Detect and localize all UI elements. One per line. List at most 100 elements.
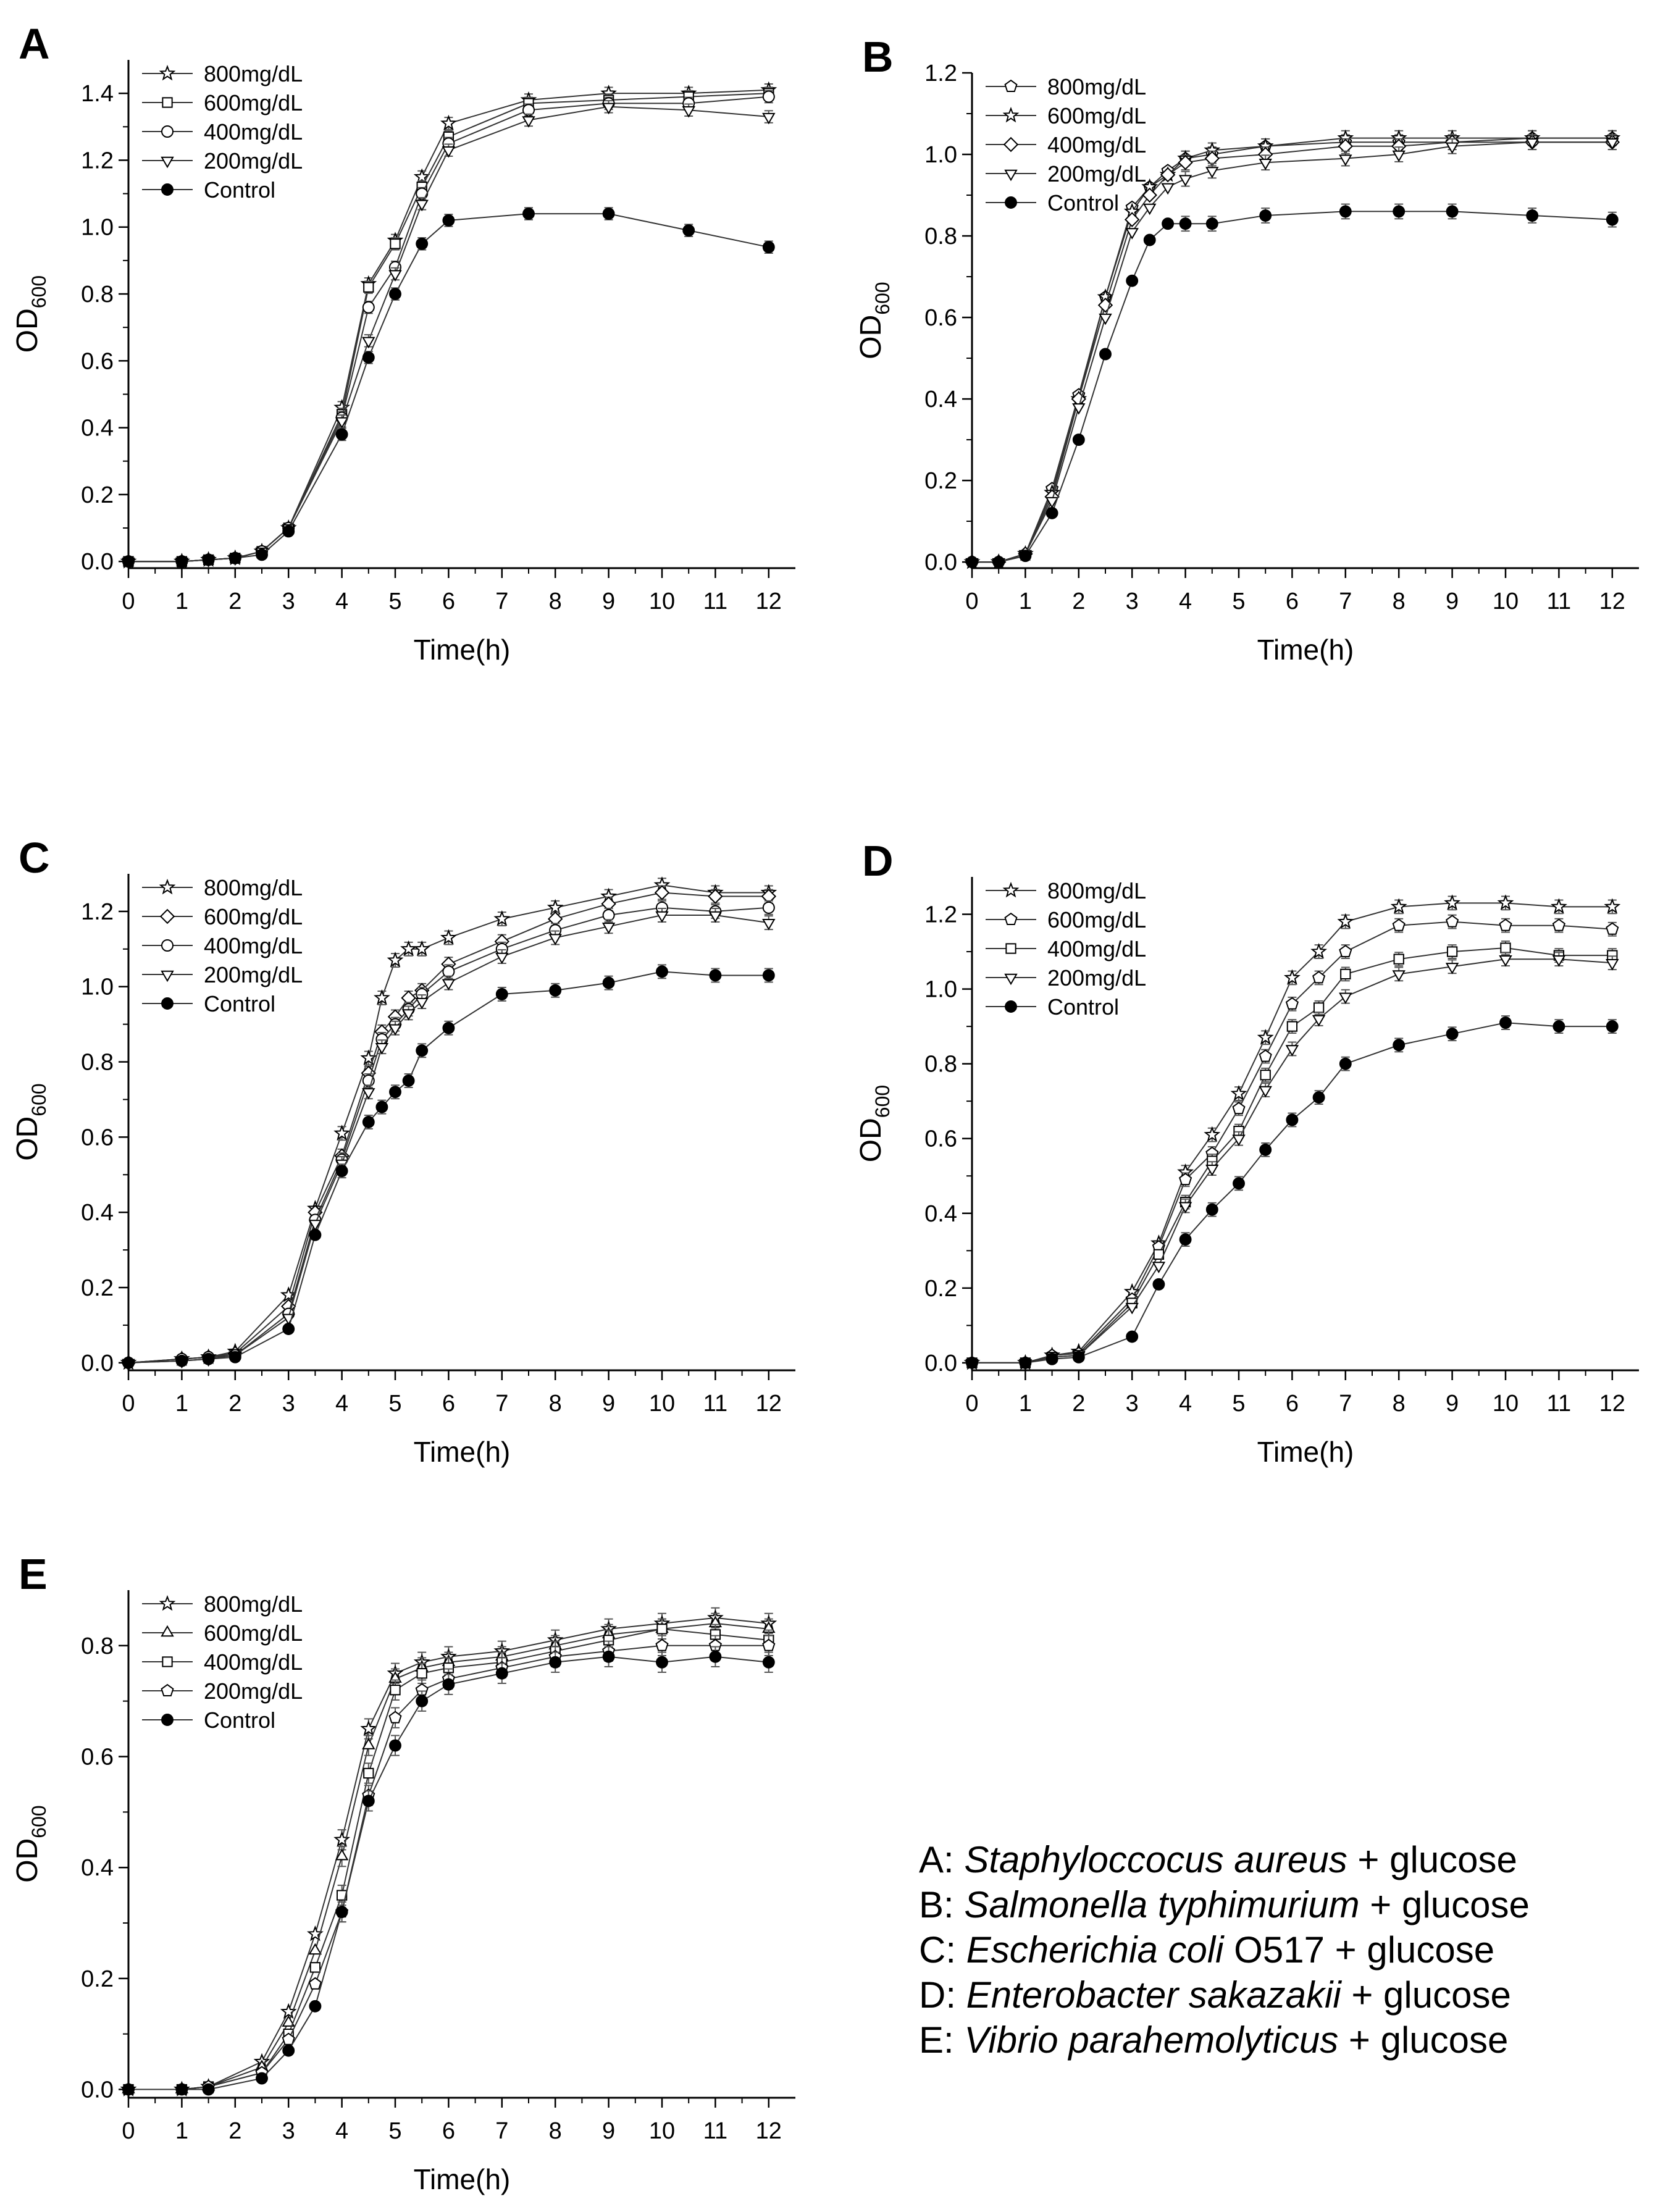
y-tick-label: 0.8 [924,224,957,249]
x-tick-label: 4 [335,1391,348,1417]
legend-marker [1004,79,1018,92]
data-point [1446,205,1459,218]
data-point [601,923,616,934]
x-tick-label: 12 [1599,589,1625,614]
data-point [1392,918,1406,931]
data-point [416,1695,429,1707]
legend-marker [1004,912,1018,925]
x-tick-label: 7 [495,589,508,614]
legend-b: 800mg/dL 600mg/dL 400mg/dL 200mg/dL Control [986,74,1146,216]
data-point [415,997,429,1010]
data-point [309,1228,322,1241]
legend-label: Control [204,991,275,1016]
x-axis-label: Time(h) [1257,634,1354,666]
legend-label: Control [1047,994,1119,1020]
y-axis-label-main: OD [11,1116,44,1161]
x-axis-label: Time(h) [414,2163,511,2195]
data-point [1019,550,1032,563]
data-point [333,1125,351,1141]
data-point [416,237,429,250]
y-axis-label-main: OD [855,1118,887,1162]
data-point [1499,955,1512,967]
data-point [440,929,457,945]
data-point [493,910,511,926]
data-point [1178,1202,1192,1213]
data-point [402,1075,415,1087]
data-point [440,114,457,131]
data-point [122,2083,135,2096]
data-point [442,1021,455,1034]
legend-label: 400mg/dL [1047,132,1146,157]
caption-line-a: A: Staphyloccocus aureus + glucose [919,1839,1517,1880]
y-tick-label: 0.2 [924,468,957,494]
data-point [1526,209,1539,222]
x-tick-label: 12 [756,2118,782,2144]
data-point [1446,946,1458,957]
data-point [656,965,668,978]
data-point [1152,1278,1165,1291]
data-point [360,1720,377,1737]
data-point [375,1043,389,1055]
data-point [401,1009,416,1021]
data-point [362,1088,375,1100]
legend-marker [161,125,174,138]
data-point [1390,898,1407,914]
data-point [1205,167,1219,178]
data-point [1099,313,1112,325]
data-point [1232,1134,1246,1147]
data-point [388,1711,402,1724]
data-point [388,1024,402,1036]
data-point [682,224,695,237]
x-tick-label: 10 [1493,1391,1519,1417]
data-point [416,1668,427,1679]
data-point [1232,1102,1246,1115]
data-point [373,989,390,1005]
legend-label: 800mg/dL [204,875,303,900]
x-tick-label: 9 [1446,1391,1459,1417]
x-tick-label: 11 [703,589,727,614]
data-point [1604,898,1621,914]
x-tick-label: 6 [442,589,455,614]
x-tick-label: 0 [965,589,978,614]
data-point [335,1165,348,1178]
data-point [1285,1045,1299,1057]
legend-label: 800mg/dL [1047,878,1146,903]
x-tick-label: 2 [228,1391,241,1417]
x-tick-label: 4 [335,2118,348,2144]
data-point [387,951,404,968]
x-tick-label: 12 [1599,1391,1625,1417]
data-point [654,885,670,900]
data-point [442,214,455,227]
y-tick-label: 0.0 [81,2077,114,2103]
series-e-200mg-dl [122,1635,776,2095]
legend-marker [161,156,174,169]
data-point [1072,1351,1085,1364]
panel-label-b: B [862,33,894,81]
y-tick-label: 0.6 [924,1126,957,1152]
legend-label: 600mg/dL [204,90,303,115]
x-tick-label: 2 [228,589,241,614]
data-point [1552,955,1566,967]
y-tick-label: 0.8 [924,1052,957,1078]
x-tick-label: 3 [1126,589,1139,614]
data-point [1445,963,1459,974]
x-tick-label: 12 [756,589,782,614]
x-tick-label: 6 [1286,1391,1299,1417]
data-point [1179,1233,1192,1246]
data-point [1125,1302,1139,1315]
data-point [336,1890,348,1901]
caption-line-c: C: Escherichia coli O517 + glucose [919,1929,1495,1971]
series-c-control [122,964,775,1369]
data-point [1312,1015,1326,1027]
data-point [1606,213,1619,226]
y-tick-label: 1.2 [81,899,114,925]
data-point [656,1656,668,1669]
x-tick-label: 9 [1446,589,1459,614]
data-point [1099,348,1112,361]
x-tick-label: 2 [1072,1391,1085,1417]
y-tick-label: 0.0 [81,1351,114,1376]
y-tick-label: 0.4 [81,416,114,442]
data-point [442,965,455,978]
x-tick-label: 1 [175,2118,188,2144]
